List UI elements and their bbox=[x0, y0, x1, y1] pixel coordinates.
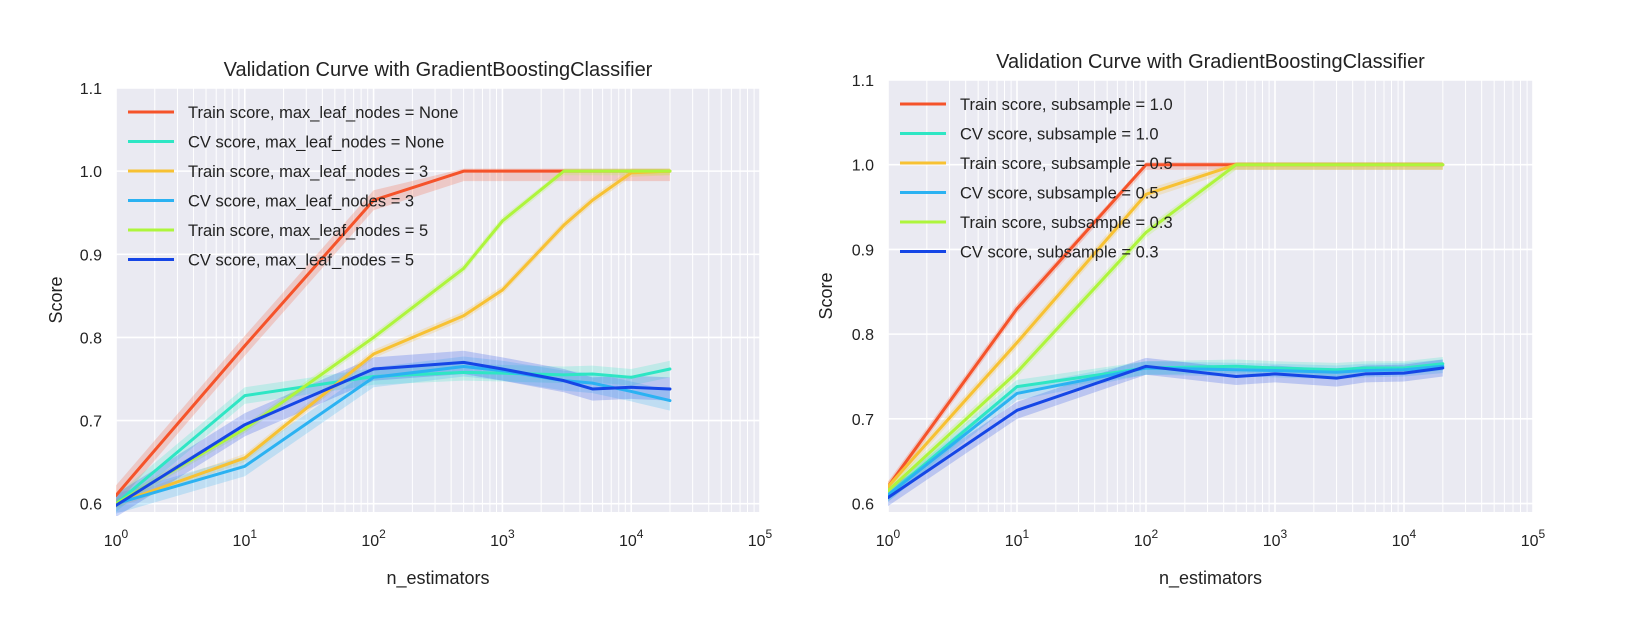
x-axis-label: n_estimators bbox=[386, 568, 489, 589]
legend-label: CV score, max_leaf_nodes = 3 bbox=[188, 193, 414, 211]
y-tick-label: 0.8 bbox=[852, 327, 874, 344]
series-line-6 bbox=[888, 364, 1445, 500]
x-tick-label: 102 bbox=[361, 527, 386, 550]
x-axis-label: n_estimators bbox=[1159, 568, 1262, 589]
series-band-2 bbox=[116, 360, 670, 512]
y-tick-label: 1.0 bbox=[80, 164, 102, 181]
legend-label: Train score, max_leaf_nodes = 3 bbox=[188, 163, 428, 181]
x-tick-label: 102 bbox=[1134, 527, 1159, 550]
y-tick-label: 1.1 bbox=[852, 73, 874, 90]
y-axis-label: Score bbox=[816, 272, 836, 319]
x-tick-label: 100 bbox=[104, 527, 129, 550]
y-tick-label: 0.9 bbox=[852, 242, 874, 259]
grid bbox=[115, 87, 761, 512]
legend-label: CV score, max_leaf_nodes = 5 bbox=[188, 252, 414, 270]
chart-left-max-leaf-nodes: Validation Curve with GradientBoostingCl… bbox=[46, 59, 773, 589]
series-line-4 bbox=[888, 364, 1445, 497]
legend-label: Train score, subsample = 0.3 bbox=[960, 214, 1173, 232]
series-line-3 bbox=[116, 169, 672, 506]
y-tick-label: 0.8 bbox=[80, 330, 102, 347]
legend: Train score, subsample = 1.0 CV score, su… bbox=[900, 96, 1173, 262]
y-tick-label: 0.9 bbox=[80, 247, 102, 264]
x-tick-label: 103 bbox=[490, 527, 515, 550]
legend-label: CV score, max_leaf_nodes = None bbox=[188, 134, 444, 152]
legend-label: Train score, max_leaf_nodes = None bbox=[188, 104, 458, 122]
x-tick-label: 105 bbox=[1521, 527, 1546, 550]
legend-label: CV score, subsample = 0.5 bbox=[960, 185, 1159, 203]
series-layer bbox=[116, 168, 672, 516]
y-tick-label: 0.7 bbox=[852, 412, 874, 429]
legend-label: Train score, subsample = 0.5 bbox=[960, 155, 1173, 173]
chart-title: Validation Curve with GradientBoostingCl… bbox=[996, 51, 1425, 73]
series-line-2 bbox=[116, 367, 672, 506]
chart-title: Validation Curve with GradientBoostingCl… bbox=[224, 59, 653, 81]
chart-right-subsample: Validation Curve with GradientBoostingCl… bbox=[816, 51, 1546, 589]
x-tick-label: 105 bbox=[748, 527, 773, 550]
legend-label: Train score, subsample = 1.0 bbox=[960, 96, 1173, 114]
series-band-6 bbox=[116, 350, 670, 516]
series-line-5 bbox=[888, 163, 1445, 493]
x-tick-label: 101 bbox=[1005, 527, 1030, 550]
y-tick-label: 0.6 bbox=[852, 497, 874, 514]
legend: Train score, max_leaf_nodes = None CV sco… bbox=[128, 104, 458, 270]
plot-area bbox=[888, 80, 1533, 512]
series-layer bbox=[888, 162, 1445, 507]
legend-label: CV score, subsample = 1.0 bbox=[960, 126, 1159, 144]
x-tick-label: 104 bbox=[1392, 527, 1417, 550]
series-band-4 bbox=[888, 359, 1443, 502]
x-tick-label: 100 bbox=[876, 527, 901, 550]
x-tick-label: 101 bbox=[233, 527, 258, 550]
y-tick-label: 0.6 bbox=[80, 497, 102, 514]
y-tick-label: 0.7 bbox=[80, 414, 102, 431]
series-line-5 bbox=[116, 169, 672, 506]
legend-label: Train score, max_leaf_nodes = 5 bbox=[188, 222, 428, 240]
legend-label: CV score, subsample = 0.3 bbox=[960, 244, 1159, 262]
series-line-2 bbox=[888, 362, 1445, 497]
y-tick-label: 1.1 bbox=[80, 81, 102, 98]
series-line-6 bbox=[116, 360, 672, 507]
y-axis-label: Score bbox=[46, 276, 66, 323]
grid bbox=[887, 79, 1534, 512]
x-tick-label: 104 bbox=[619, 527, 644, 550]
y-tick-label: 1.0 bbox=[852, 158, 874, 175]
x-tick-label: 103 bbox=[1263, 527, 1288, 550]
